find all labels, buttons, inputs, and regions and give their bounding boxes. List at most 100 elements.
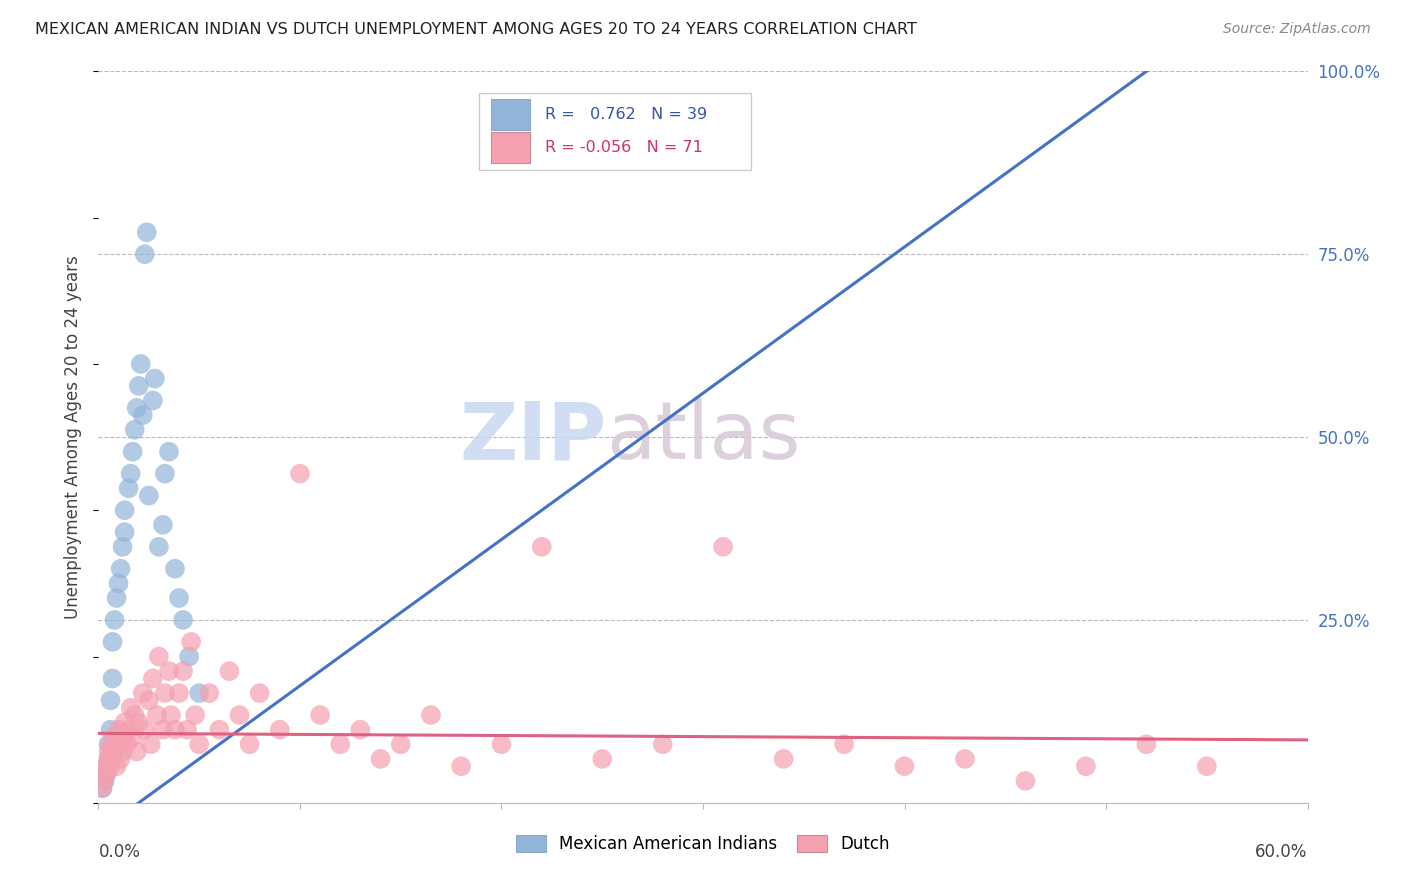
Point	[97, 752, 120, 766]
Text: MEXICAN AMERICAN INDIAN VS DUTCH UNEMPLOYMENT AMONG AGES 20 TO 24 YEARS CORRELAT: MEXICAN AMERICAN INDIAN VS DUTCH UNEMPLO…	[35, 22, 917, 37]
Point	[103, 730, 125, 744]
Point	[349, 723, 371, 737]
Text: atlas: atlas	[606, 398, 800, 476]
Text: 0.0%: 0.0%	[98, 843, 141, 861]
Point	[96, 759, 118, 773]
Point	[96, 759, 118, 773]
Point	[129, 357, 152, 371]
Point	[420, 708, 443, 723]
Point	[249, 686, 271, 700]
Point	[139, 737, 162, 751]
Point	[111, 745, 134, 759]
Point	[103, 745, 125, 759]
Point	[180, 635, 202, 649]
Point	[110, 752, 132, 766]
Point	[134, 723, 156, 737]
Point	[491, 737, 513, 751]
Point	[91, 781, 114, 796]
Point	[103, 613, 125, 627]
Point	[163, 562, 186, 576]
Point	[114, 715, 136, 730]
Point	[135, 225, 157, 239]
Point	[1014, 773, 1036, 788]
Point	[389, 737, 412, 751]
Point	[172, 664, 194, 678]
Point	[152, 723, 174, 737]
Point	[114, 525, 136, 540]
Point	[153, 467, 176, 481]
Point	[128, 715, 150, 730]
Point	[111, 540, 134, 554]
Point	[176, 723, 198, 737]
Point	[208, 723, 231, 737]
FancyBboxPatch shape	[479, 94, 751, 170]
Point	[146, 708, 169, 723]
Point	[138, 489, 160, 503]
Point	[148, 540, 170, 554]
Text: R =   0.762   N = 39: R = 0.762 N = 39	[544, 107, 707, 122]
Point	[118, 723, 141, 737]
Point	[107, 576, 129, 591]
Point	[96, 766, 118, 780]
Point	[134, 247, 156, 261]
Point	[125, 745, 148, 759]
Legend: Mexican American Indians, Dutch: Mexican American Indians, Dutch	[516, 835, 890, 853]
Point	[100, 693, 122, 707]
Point	[101, 635, 124, 649]
Y-axis label: Unemployment Among Ages 20 to 24 years: Unemployment Among Ages 20 to 24 years	[65, 255, 83, 619]
Point	[153, 686, 176, 700]
Point	[101, 752, 124, 766]
Point	[167, 686, 190, 700]
Point	[132, 686, 155, 700]
Point	[370, 752, 392, 766]
Point	[160, 708, 183, 723]
Point	[239, 737, 262, 751]
Point	[188, 737, 211, 751]
Point	[120, 467, 142, 481]
Point	[530, 540, 553, 554]
Point	[148, 649, 170, 664]
Point	[138, 693, 160, 707]
Point	[450, 759, 472, 773]
Point	[118, 481, 141, 495]
Point	[772, 752, 794, 766]
Point	[97, 752, 120, 766]
Point	[218, 664, 240, 678]
Point	[121, 444, 143, 458]
Point	[1135, 737, 1157, 751]
Point	[163, 723, 186, 737]
Point	[172, 613, 194, 627]
Point	[107, 737, 129, 751]
Point	[111, 730, 134, 744]
Point	[125, 401, 148, 415]
Point	[96, 766, 118, 780]
Text: ZIP: ZIP	[458, 398, 606, 476]
Point	[179, 649, 201, 664]
Point	[152, 517, 174, 532]
Point	[1074, 759, 1097, 773]
Point	[953, 752, 976, 766]
Point	[101, 672, 124, 686]
Point	[128, 379, 150, 393]
Point	[142, 672, 165, 686]
Point	[157, 664, 180, 678]
Text: R = -0.056   N = 71: R = -0.056 N = 71	[544, 140, 703, 155]
Point	[120, 700, 142, 714]
Point	[1195, 759, 1218, 773]
Point	[711, 540, 734, 554]
Point	[893, 759, 915, 773]
Point	[651, 737, 673, 751]
Point	[114, 503, 136, 517]
Point	[228, 708, 250, 723]
Point	[105, 591, 128, 605]
Point	[188, 686, 211, 700]
Point	[100, 759, 122, 773]
Point	[132, 408, 155, 422]
Point	[97, 745, 120, 759]
Point	[832, 737, 855, 751]
Point	[97, 737, 120, 751]
Point	[157, 444, 180, 458]
Point	[121, 730, 143, 744]
Point	[329, 737, 352, 751]
Point	[100, 737, 122, 751]
